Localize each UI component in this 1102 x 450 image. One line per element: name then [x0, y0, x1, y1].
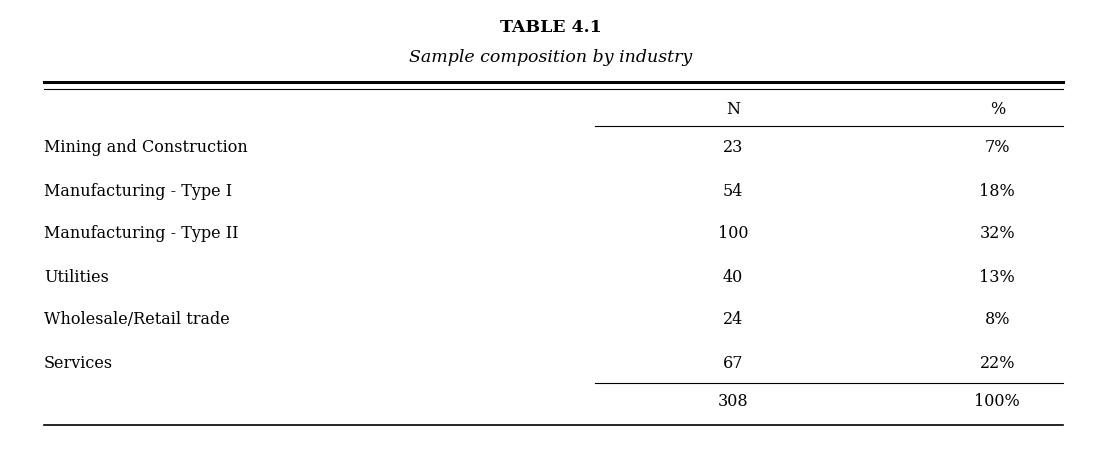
- Text: Wholesale/Retail trade: Wholesale/Retail trade: [44, 311, 230, 328]
- Text: 67: 67: [723, 355, 743, 372]
- Text: 24: 24: [723, 311, 743, 328]
- Text: Utilities: Utilities: [44, 269, 109, 285]
- Text: TABLE 4.1: TABLE 4.1: [500, 18, 602, 36]
- Text: 13%: 13%: [980, 269, 1015, 285]
- Text: 308: 308: [717, 393, 748, 410]
- Text: Services: Services: [44, 355, 114, 372]
- Text: Sample composition by industry: Sample composition by industry: [409, 49, 693, 66]
- Text: %: %: [990, 102, 1005, 118]
- Text: N: N: [726, 102, 739, 118]
- Text: 18%: 18%: [980, 183, 1015, 199]
- Text: 22%: 22%: [980, 355, 1015, 372]
- Text: 40: 40: [723, 269, 743, 285]
- Text: 23: 23: [723, 140, 743, 157]
- Text: 7%: 7%: [984, 140, 1011, 157]
- Text: 100%: 100%: [974, 393, 1020, 410]
- Text: 54: 54: [723, 183, 743, 199]
- Text: 8%: 8%: [984, 311, 1011, 328]
- Text: Manufacturing - Type I: Manufacturing - Type I: [44, 183, 233, 199]
- Text: 32%: 32%: [980, 225, 1015, 243]
- Text: Mining and Construction: Mining and Construction: [44, 140, 248, 157]
- Text: 100: 100: [717, 225, 748, 243]
- Text: Manufacturing - Type II: Manufacturing - Type II: [44, 225, 238, 243]
